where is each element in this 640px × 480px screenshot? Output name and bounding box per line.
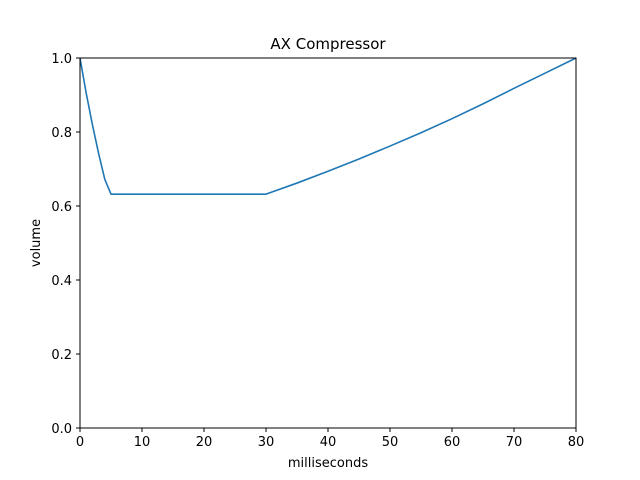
plot-frame [79,57,577,429]
series-layer [79,57,577,195]
x-tick-label: 40 [320,435,337,450]
y-tick-label: 1.0 [51,52,72,67]
x-axis-label: milliseconds [288,456,368,471]
x-tick-label: 0 [76,435,84,450]
x-tick-label: 10 [134,435,151,450]
y-tick-label: 0.8 [51,126,72,141]
y-tick-label: 0.4 [51,274,72,289]
x-tick-label: 30 [258,435,275,450]
y-axis-ticks: 0.0 0.2 0.4 0.6 0.8 1.0 [51,52,80,437]
x-tick-label: 80 [568,435,585,450]
x-axis-ticks: 0 10 20 30 40 50 60 70 80 [76,428,584,450]
x-tick-label: 70 [506,435,523,450]
x-tick-label: 60 [444,435,461,450]
y-axis-label: volume [29,219,44,267]
y-tick-label: 0.2 [51,348,72,363]
y-tick-label: 0.6 [51,200,72,215]
x-tick-label: 50 [382,435,399,450]
x-tick-label: 20 [196,435,213,450]
y-tick-label: 0.0 [51,422,72,437]
series-line [79,57,577,195]
chart-title: AX Compressor [270,35,386,53]
